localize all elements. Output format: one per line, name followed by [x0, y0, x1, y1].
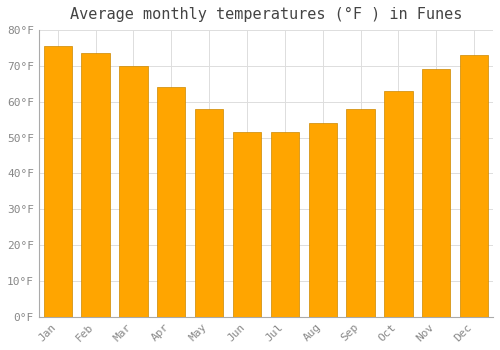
- Bar: [233, 132, 261, 317]
- Bar: [308, 123, 337, 317]
- Bar: [422, 70, 450, 317]
- Bar: [44, 46, 72, 317]
- Bar: [460, 55, 488, 317]
- Bar: [119, 66, 148, 317]
- Bar: [346, 109, 375, 317]
- Title: Average monthly temperatures (°F ) in Funes: Average monthly temperatures (°F ) in Fu…: [70, 7, 462, 22]
- Bar: [270, 132, 299, 317]
- Bar: [384, 91, 412, 317]
- Bar: [195, 109, 224, 317]
- Bar: [157, 88, 186, 317]
- Bar: [82, 53, 110, 317]
